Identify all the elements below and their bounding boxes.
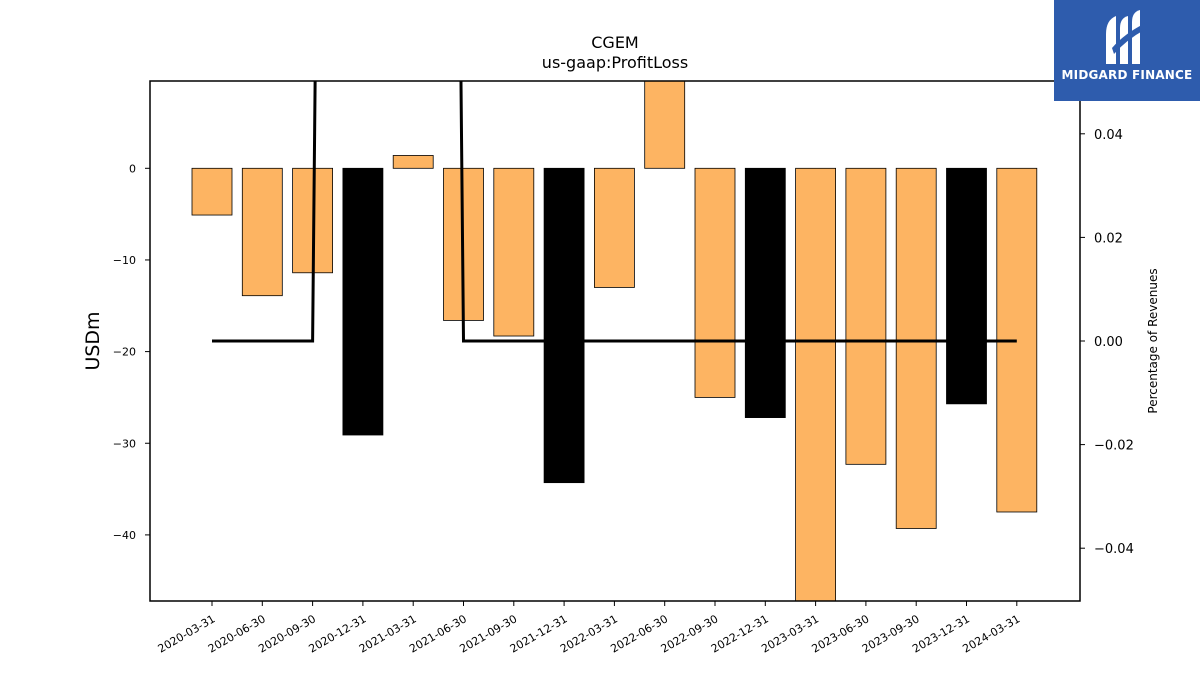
brand-logo: MIDGARD FINANCE [1054, 0, 1200, 101]
bar-2023-03-31 [795, 167, 836, 601]
y-tick-label: −20 [113, 346, 136, 359]
brand-name: MIDGARD FINANCE [1061, 68, 1193, 82]
bar-2021-09-30 [493, 167, 535, 337]
y-tick-label: −40 [113, 529, 136, 542]
bar-2023-12-31 [946, 167, 987, 405]
y2-tick-label: 0.00 [1094, 335, 1123, 350]
y2-axis-label: Percentage of Revenues [1146, 268, 1160, 413]
bar-2022-09-30 [694, 167, 736, 398]
y2-tick-label: −0.04 [1094, 542, 1134, 557]
y2-tick-label: 0.02 [1094, 231, 1123, 246]
bar-2022-12-31 [744, 167, 786, 418]
y2-tick-label: 0.04 [1094, 128, 1123, 143]
bars-group [191, 81, 1038, 601]
bar-2022-06-30 [644, 81, 686, 169]
bar-2021-12-31 [543, 167, 585, 484]
y-axis-right: 0.04 0.02 0.00 −0.02 −0.04 [1080, 128, 1134, 557]
bar-2021-03-31 [392, 155, 434, 169]
bar-2023-09-30 [895, 167, 937, 529]
y-axis-left: 0 −10 −20 −30 −40 [113, 162, 150, 542]
x-tick-label: 2024-03-31 [960, 612, 1022, 655]
bar-2020-03-31 [191, 167, 233, 216]
y-axis-label: USDm [82, 311, 104, 370]
ratio-line-group [212, 81, 1017, 343]
midgard-logo-icon [1106, 10, 1148, 64]
bar-2023-06-30 [845, 167, 887, 465]
chart-title: CGEM [591, 33, 638, 52]
y-tick-label: −10 [113, 254, 136, 267]
x-axis: 2020-03-312020-06-302020-09-302020-12-31… [156, 601, 1022, 656]
ratio-line [212, 81, 1017, 343]
bar-2020-06-30 [241, 167, 283, 297]
chart-subtitle: us-gaap:ProfitLoss [542, 53, 688, 72]
bar-2022-03-31 [594, 167, 635, 288]
y2-tick-label: −0.02 [1094, 439, 1134, 454]
bar-2020-12-31 [342, 167, 384, 436]
y-tick-label: −30 [113, 437, 136, 450]
y-tick-label: 0 [129, 162, 136, 175]
